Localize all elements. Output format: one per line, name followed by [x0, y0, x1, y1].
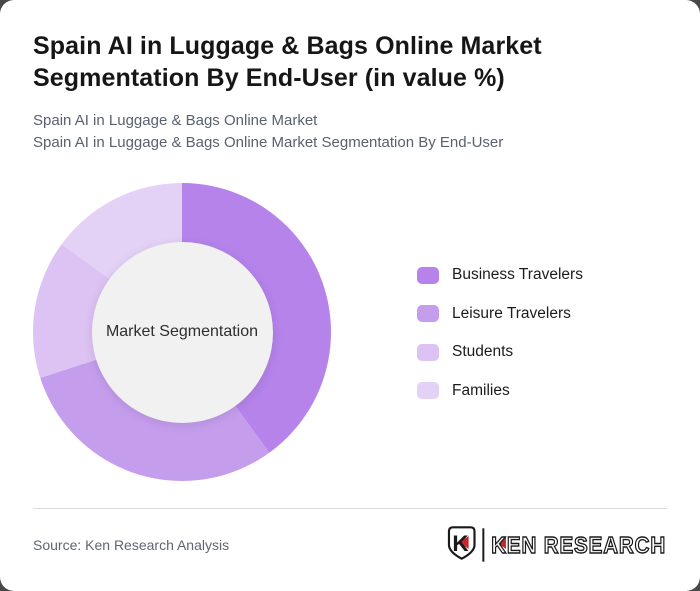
- ken-research-logo-svg: K KEN RESEARCH: [447, 526, 666, 562]
- legend-swatch: [417, 382, 439, 399]
- legend-item: Business Travelers: [417, 266, 583, 284]
- legend-label: Families: [452, 381, 510, 399]
- logo-wordmark: KEN RESEARCH: [491, 532, 666, 558]
- legend-item: Students: [417, 343, 583, 361]
- logo-shield-emblem: K: [447, 526, 476, 560]
- wordmark-red-triangle: [497, 537, 506, 549]
- legend-swatch: [417, 305, 439, 322]
- emblem-red-triangle: [458, 536, 469, 549]
- footer-divider: [33, 508, 667, 509]
- donut-center-label: Market Segmentation: [105, 323, 259, 340]
- donut-center-circle: Market Segmentation: [91, 241, 273, 423]
- emblem-letter: K: [452, 531, 469, 556]
- page-title: Spain AI in Luggage & Bags Online Market…: [33, 32, 542, 92]
- chart-subtitle-line2: Spain AI in Luggage & Bags Online Market…: [33, 134, 504, 151]
- legend-swatch: [417, 343, 439, 361]
- legend-label: Students: [452, 343, 514, 360]
- legend-item: Families: [417, 382, 583, 400]
- chart-legend: Business Travelers Leisure Travelers Stude…: [417, 266, 583, 400]
- chart-subtitle-line1: Spain AI in Luggage & Bags Online Market: [33, 112, 318, 129]
- ken-research-logo: K KEN RESEARCH: [447, 523, 669, 565]
- legend-item: Leisure Travelers: [417, 305, 583, 323]
- donut-chart: Market Segmentation: [33, 183, 331, 481]
- logo-separator-bar: [482, 528, 485, 562]
- legend-swatch: [417, 266, 439, 284]
- legend-label: Business Travelers: [452, 266, 583, 283]
- legend-label: Leisure Travelers: [452, 304, 571, 322]
- source-text: Source: Ken Research Analysis: [33, 537, 230, 553]
